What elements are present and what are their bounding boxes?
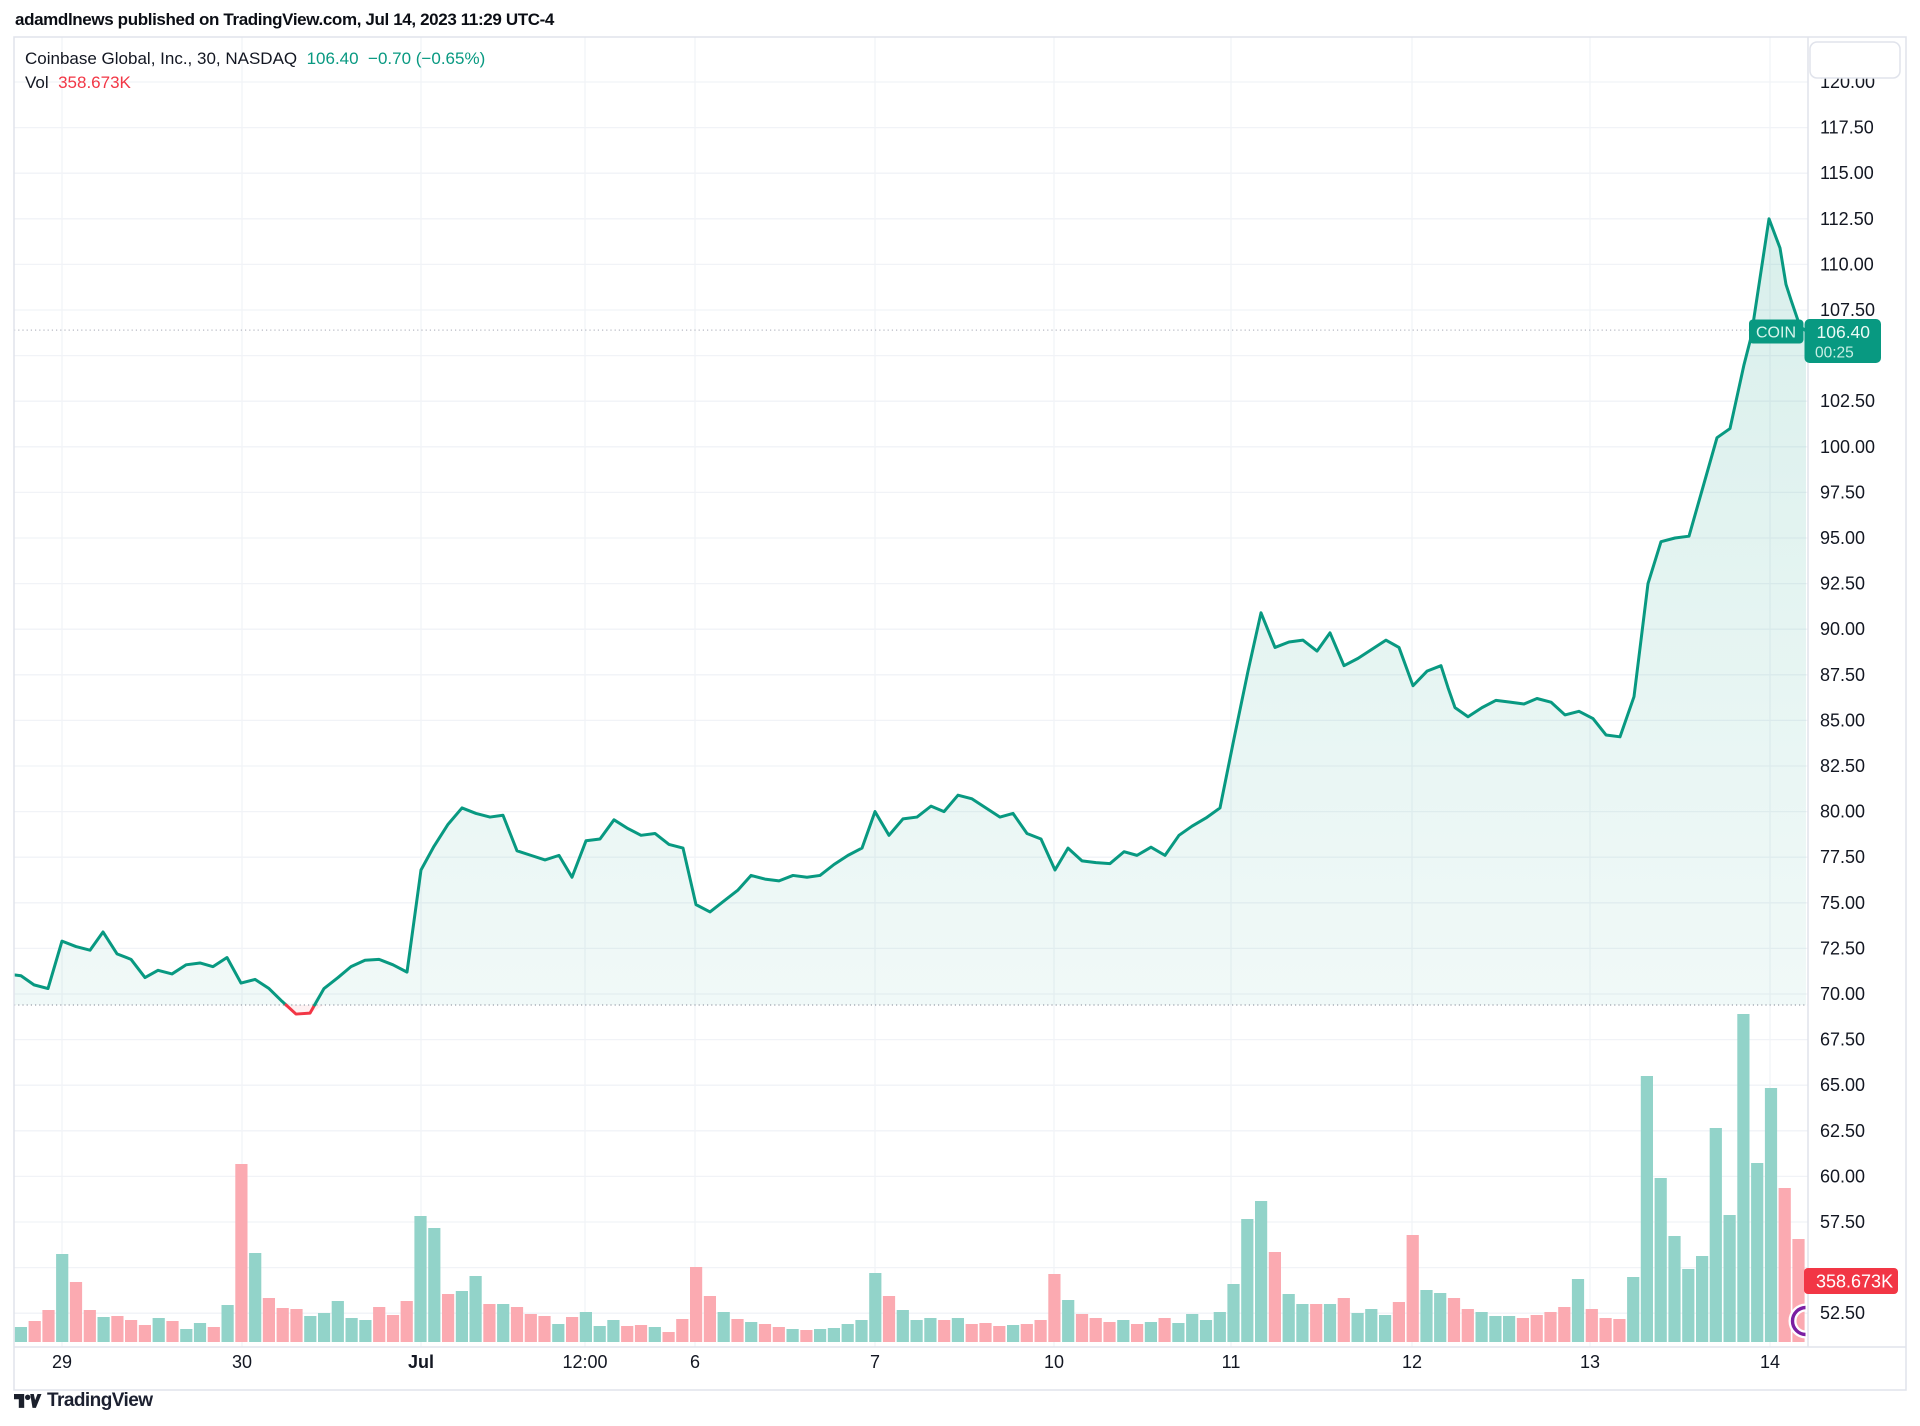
svg-text:70.00: 70.00 bbox=[1820, 984, 1865, 1004]
svg-text:10: 10 bbox=[1044, 1352, 1064, 1372]
svg-text:102.50: 102.50 bbox=[1820, 391, 1875, 411]
svg-text:106.40: 106.40 bbox=[1817, 322, 1871, 342]
svg-text:57.50: 57.50 bbox=[1820, 1212, 1865, 1232]
svg-text:65.00: 65.00 bbox=[1820, 1075, 1865, 1095]
svg-text:13: 13 bbox=[1580, 1352, 1600, 1372]
svg-text:112.50: 112.50 bbox=[1820, 209, 1874, 229]
svg-text:92.50: 92.50 bbox=[1820, 574, 1865, 594]
svg-text:82.50: 82.50 bbox=[1820, 756, 1865, 776]
svg-text:30: 30 bbox=[232, 1352, 252, 1372]
svg-text:7: 7 bbox=[870, 1352, 880, 1372]
svg-text:72.50: 72.50 bbox=[1820, 938, 1865, 958]
svg-text:60.00: 60.00 bbox=[1820, 1166, 1865, 1186]
svg-text:85.00: 85.00 bbox=[1820, 710, 1865, 730]
svg-text:97.50: 97.50 bbox=[1820, 482, 1865, 502]
svg-text:67.50: 67.50 bbox=[1820, 1030, 1865, 1050]
svg-text:90.00: 90.00 bbox=[1820, 619, 1865, 639]
svg-text:77.50: 77.50 bbox=[1820, 847, 1865, 867]
svg-text:6: 6 bbox=[690, 1352, 700, 1372]
svg-text:12: 12 bbox=[1402, 1352, 1422, 1372]
svg-text:115.00: 115.00 bbox=[1820, 163, 1874, 183]
svg-text:29: 29 bbox=[52, 1352, 72, 1372]
svg-text:12:00: 12:00 bbox=[562, 1352, 607, 1372]
svg-text:117.50: 117.50 bbox=[1820, 118, 1874, 138]
svg-text:Jul: Jul bbox=[408, 1352, 434, 1372]
svg-text:14: 14 bbox=[1760, 1352, 1780, 1372]
svg-text:95.00: 95.00 bbox=[1820, 528, 1865, 548]
svg-text:107.50: 107.50 bbox=[1820, 300, 1875, 320]
svg-text:100.00: 100.00 bbox=[1820, 437, 1875, 457]
svg-text:11: 11 bbox=[1222, 1352, 1241, 1372]
svg-text:75.00: 75.00 bbox=[1820, 893, 1865, 913]
svg-text:110.00: 110.00 bbox=[1820, 254, 1874, 274]
svg-text:COIN: COIN bbox=[1756, 325, 1796, 342]
svg-text:80.00: 80.00 bbox=[1820, 802, 1865, 822]
svg-text:62.50: 62.50 bbox=[1820, 1121, 1865, 1141]
svg-text:358.673K: 358.673K bbox=[1816, 1272, 1893, 1292]
svg-text:52.50: 52.50 bbox=[1820, 1303, 1865, 1323]
svg-text:87.50: 87.50 bbox=[1820, 665, 1865, 685]
svg-text:00:25: 00:25 bbox=[1815, 345, 1854, 362]
